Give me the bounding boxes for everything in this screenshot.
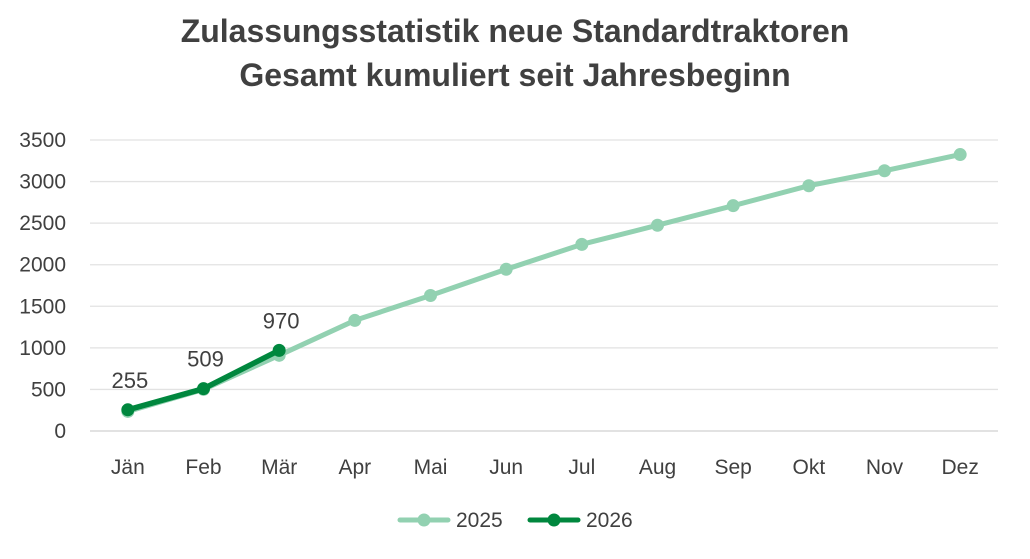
data-point: [802, 179, 816, 193]
x-tick-label: Sep: [714, 456, 751, 479]
data-point: [953, 148, 967, 162]
x-tick-label: Nov: [866, 456, 904, 479]
y-tick-label: 2000: [19, 254, 66, 277]
data-point: [726, 199, 740, 213]
data-point: [272, 343, 286, 357]
data-label: 255: [111, 368, 148, 393]
y-tick-label: 0: [54, 420, 66, 443]
data-label: 970: [263, 308, 300, 333]
x-tick-label: Feb: [185, 456, 221, 479]
data-point: [575, 237, 589, 251]
x-tick-label: Dez: [941, 456, 978, 479]
x-tick-label: Apr: [338, 456, 371, 479]
chart-title: Zulassungsstatistik neue Standardtraktor…: [180, 13, 850, 49]
x-tick-label: Aug: [639, 456, 676, 479]
legend-label: 2025: [456, 509, 503, 532]
data-point: [651, 218, 664, 232]
x-tick-label: Mai: [414, 456, 448, 479]
y-tick-label: 1000: [19, 337, 66, 360]
data-point: [197, 382, 210, 396]
y-tick-label: 2500: [19, 212, 66, 235]
data-point: [348, 313, 362, 327]
data-point: [121, 403, 135, 417]
y-tick-label: 3000: [19, 171, 66, 194]
x-tick-label: Mär: [261, 456, 297, 479]
y-tick-label: 500: [31, 378, 66, 401]
data-point: [499, 262, 513, 276]
chart-subtitle: Gesamt kumuliert seit Jahresbeginn: [239, 57, 791, 93]
y-tick-label: 1500: [19, 295, 66, 318]
y-tick-label: 3500: [19, 129, 66, 152]
x-tick-label: Jun: [489, 456, 523, 479]
x-tick-label: Jän: [111, 456, 145, 479]
legend-marker-2025: [417, 513, 431, 527]
data-label: 509: [187, 347, 224, 372]
data-point: [424, 288, 437, 302]
x-tick-label: Jul: [568, 456, 595, 479]
x-tick-label: Okt: [792, 456, 825, 479]
series-line-2025: [125, 152, 963, 414]
legend-label: 2026: [586, 509, 633, 532]
legend-marker-2026: [547, 513, 561, 527]
data-point: [878, 164, 891, 178]
